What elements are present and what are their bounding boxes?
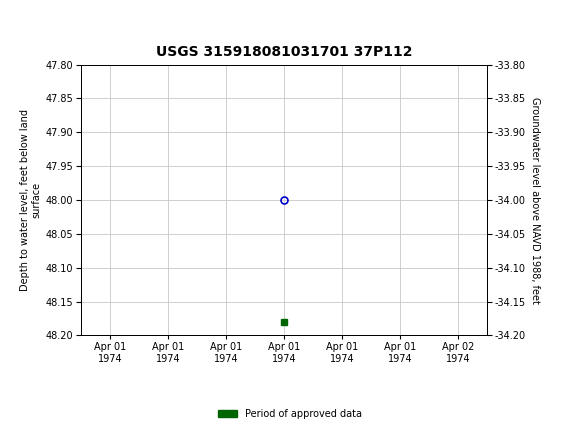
Text: ≡: ≡ <box>7 6 23 26</box>
Y-axis label: Depth to water level, feet below land
surface: Depth to water level, feet below land su… <box>20 109 42 291</box>
Legend: Period of approved data: Period of approved data <box>214 405 366 423</box>
Y-axis label: Groundwater level above NAVD 1988, feet: Groundwater level above NAVD 1988, feet <box>530 96 540 304</box>
Text: USGS: USGS <box>26 7 81 25</box>
Title: USGS 315918081031701 37P112: USGS 315918081031701 37P112 <box>156 45 412 59</box>
